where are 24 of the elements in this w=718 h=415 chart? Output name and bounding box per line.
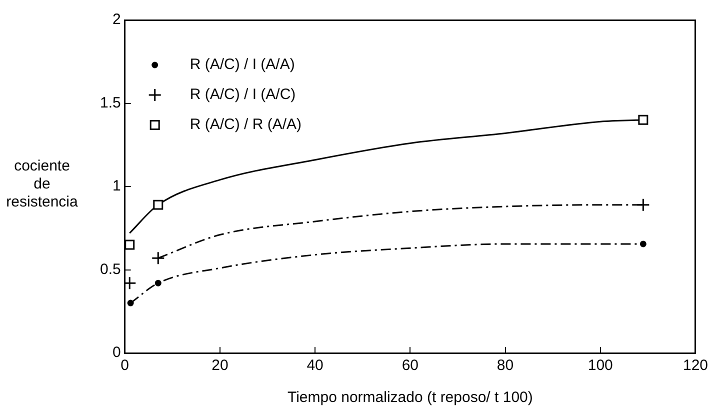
point — [127, 300, 134, 306]
y-axis-title: cociente de resistencia — [6, 158, 79, 211]
y-tick-label: 1.5 — [100, 94, 121, 112]
point — [154, 280, 162, 286]
x-tick-label: 20 — [212, 357, 228, 374]
x-tick-label: 40 — [306, 357, 324, 374]
point — [151, 251, 165, 265]
point — [640, 240, 646, 248]
point — [636, 198, 650, 212]
legend-label: R (A/C) / I (A/C) — [190, 86, 296, 104]
y-tick-label: 0.5 — [100, 260, 121, 278]
x-tick-label: 80 — [496, 357, 514, 374]
point — [638, 114, 648, 125]
legend-label: R (A/C) / I (A/A) — [190, 56, 295, 74]
legend-label: R (A/C) / R (A/A) — [190, 116, 302, 134]
point — [124, 240, 135, 250]
y-tick-label: 1 — [112, 178, 121, 195]
x-tick-label: 60 — [402, 357, 419, 374]
x-tick-label: 120 — [682, 357, 708, 374]
x-tick-label: 100 — [588, 357, 613, 374]
y-tick-label: 2 — [112, 11, 121, 28]
y-tick-label: 0 — [112, 344, 121, 362]
point — [153, 200, 164, 210]
x-axis-title: Tiempo normalizado (t reposo/ t 100) — [287, 389, 533, 406]
